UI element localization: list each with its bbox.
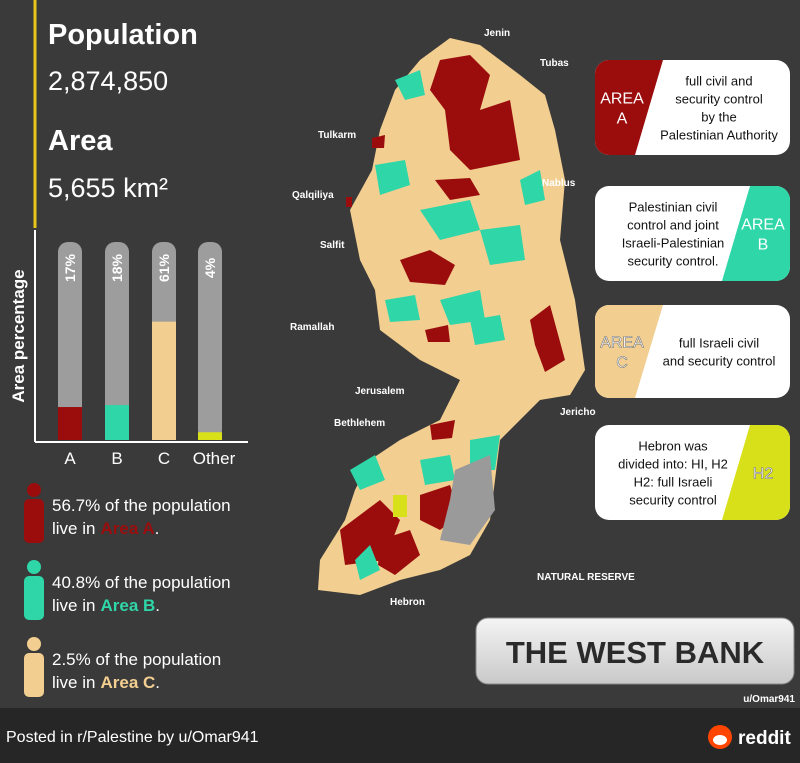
value-label: 4% [202, 257, 218, 278]
x-tick-label: B [111, 449, 122, 468]
map-label: Hebron [390, 597, 425, 608]
box-text: security control [629, 493, 717, 508]
footer-posted[interactable]: Posted in r/Palestine by u/Omar941 [6, 729, 259, 746]
y-axis-label: Area percentage [9, 269, 28, 402]
box-text: Palestinian Authority [660, 128, 778, 143]
badge-text: AREA [600, 91, 644, 108]
person-icon [27, 560, 41, 574]
bar-track [198, 242, 222, 440]
h2-area [393, 495, 407, 517]
note-line: 2.5% of the population [52, 650, 221, 669]
natural-reserve [440, 455, 495, 545]
note-live: live in [52, 673, 95, 692]
map-label: Jericho [560, 407, 596, 418]
badge-text: C [616, 355, 628, 372]
x-tick-label: Other [193, 449, 236, 468]
note-line: 56.7% of the population [52, 496, 231, 515]
reddit-icon-face [713, 735, 727, 745]
x-tick-label: C [158, 449, 170, 468]
area-value: 5,655 km² [48, 173, 168, 203]
area-b [350, 70, 545, 580]
map-label: Ramallah [290, 322, 334, 333]
box-text: security control. [627, 254, 718, 269]
bar-track [58, 242, 82, 440]
population-value: 2,874,850 [48, 66, 168, 96]
person-icon [27, 483, 41, 497]
map-label: Bethlehem [334, 418, 385, 429]
area-a [430, 55, 520, 170]
badge-text: A [617, 111, 628, 128]
map [318, 38, 585, 595]
map-label: Jerusalem [355, 386, 405, 397]
box-text: H2: full Israeli [634, 475, 713, 490]
bar [58, 407, 82, 440]
bar [152, 321, 176, 440]
title-box [475, 617, 795, 685]
bar-track [105, 242, 129, 440]
badge [722, 425, 776, 520]
note-end: . [155, 596, 160, 615]
note-live: live in [52, 519, 95, 538]
person-icon [24, 499, 44, 543]
note-area: Area C [100, 673, 155, 692]
badge [722, 186, 776, 281]
value-label: 17% [62, 253, 78, 282]
person-icon [24, 653, 44, 697]
area-label: Area [48, 125, 113, 157]
value-label: 61% [156, 253, 172, 282]
note-line: live in Area A. [52, 519, 159, 538]
title: THE WEST BANK [506, 635, 765, 670]
note-line: live in Area C. [52, 673, 160, 692]
box-text: divided into: HI, H2 [618, 457, 728, 472]
map-label: Tubas [540, 58, 569, 69]
box-text: and security control [663, 354, 776, 369]
box-text: Palestinian civil [629, 200, 718, 215]
box-text: security control [675, 92, 763, 107]
area-a [340, 135, 565, 575]
box-text: full Israeli civil [679, 336, 759, 351]
note-end: . [155, 519, 160, 538]
x-tick-label: A [64, 449, 76, 468]
box-text: by the [701, 110, 736, 125]
note-live: live in [52, 596, 95, 615]
population-label: Population [48, 19, 198, 51]
footer-bar [0, 708, 800, 763]
badge [609, 305, 663, 398]
value-label: 18% [109, 253, 125, 282]
map-label: Nablus [542, 178, 576, 189]
qalqiliya-area [346, 197, 352, 207]
footer-brand[interactable]: reddit [738, 728, 791, 749]
person-icon [27, 637, 41, 651]
badge [609, 60, 663, 155]
map-label: Tulkarm [318, 130, 356, 141]
note-line: 40.8% of the population [52, 573, 231, 592]
badge-text: AREA [600, 335, 644, 352]
box-text: control and joint [627, 218, 719, 233]
note-area: Area B [100, 596, 155, 615]
credit: u/Omar941 [743, 694, 795, 705]
badge-text: AREA [741, 217, 785, 234]
box-text: Hebron was [638, 439, 708, 454]
bar [198, 432, 222, 440]
note-line: live in Area B. [52, 596, 160, 615]
map-label: Salfit [320, 240, 345, 251]
box-text: Israeli-Palestinian [622, 236, 725, 251]
map-label: Jenin [484, 28, 510, 39]
note-end: . [155, 673, 160, 692]
box-text: full civil and [685, 74, 752, 89]
badge-text: H2 [753, 466, 774, 483]
note-area: Area A [100, 519, 154, 538]
bar [105, 405, 129, 440]
person-icon [24, 576, 44, 620]
map-label: NATURAL RESERVE [537, 572, 635, 583]
map-label: Qalqiliya [292, 190, 334, 201]
badge-text: B [758, 237, 769, 254]
